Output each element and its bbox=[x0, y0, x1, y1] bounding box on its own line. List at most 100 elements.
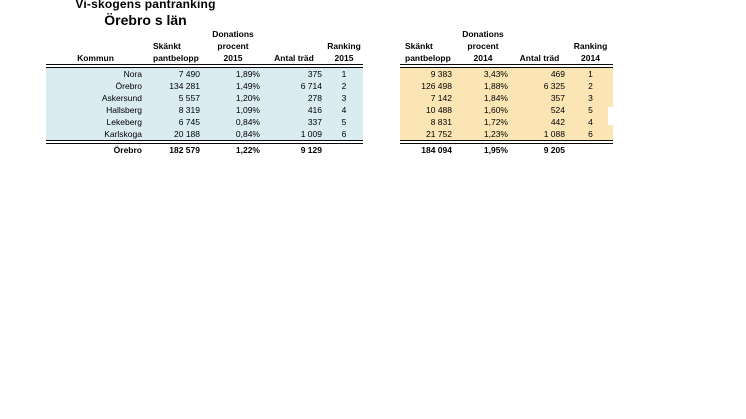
col-header-skankt-pantbelopp: Skänkt pantbelopp bbox=[400, 28, 455, 64]
cell-procent: 1,20% bbox=[235, 93, 260, 103]
table-row: Örebro 134 281 1,49% 6 714 2 bbox=[46, 80, 363, 92]
cell-antal-trad: 6 325 bbox=[543, 81, 565, 91]
col-header-skankt-pantbelopp: Skänkt pantbelopp bbox=[145, 28, 203, 64]
header-line: 2015 bbox=[334, 53, 354, 63]
header-line: 2015 bbox=[223, 53, 243, 63]
cell-pantbelopp: 7 142 bbox=[430, 93, 452, 103]
cell-ranking: 3 bbox=[341, 93, 347, 103]
cell-pantbelopp: 10 488 bbox=[426, 105, 452, 115]
table-row: 21 752 1,23% 1 088 6 bbox=[400, 128, 613, 140]
cell-kommun: Lekeberg bbox=[106, 117, 142, 127]
header-line: Donations bbox=[212, 29, 254, 39]
table-row: 9 383 3,43% 469 1 bbox=[400, 68, 613, 80]
header-line: Skänkt bbox=[153, 41, 181, 51]
col-header-ranking-2015: Ranking 2015 bbox=[325, 28, 363, 64]
page-subtitle: Örebro s län bbox=[104, 12, 187, 28]
cell-antal-trad: 357 bbox=[550, 93, 565, 103]
cell-antal-trad: 469 bbox=[550, 69, 565, 79]
total-antal-trad: 9 205 bbox=[543, 145, 565, 155]
cell-ranking: 3 bbox=[588, 93, 593, 103]
cell-procent: 1,88% bbox=[483, 81, 508, 91]
cell-pantbelopp: 8 319 bbox=[178, 105, 200, 115]
cell-pantbelopp: 126 498 bbox=[421, 81, 452, 91]
cell-ranking: 6 bbox=[588, 129, 593, 139]
cell-antal-trad: 1 088 bbox=[543, 129, 565, 139]
cell-kommun: Nora bbox=[123, 69, 142, 79]
cell-pantbelopp: 134 281 bbox=[169, 81, 200, 91]
col-header-ranking-2014: Ranking 2014 bbox=[568, 28, 613, 64]
total-ranking-empty bbox=[568, 144, 613, 157]
header-line: Ranking bbox=[573, 41, 608, 51]
table-2015-body: Nora 7 490 1,89% 375 1 Örebro 134 281 1,… bbox=[46, 68, 363, 140]
header-line: 2014 bbox=[581, 53, 600, 63]
cell-procent: 1,23% bbox=[483, 129, 508, 139]
double-rule bbox=[400, 64, 613, 68]
header-line: Antal träd bbox=[519, 53, 560, 63]
cell-procent: 1,60% bbox=[483, 105, 508, 115]
cell-pantbelopp: 5 557 bbox=[178, 93, 200, 103]
header-line: pantbelopp bbox=[405, 53, 451, 63]
table-2015: Kommun Skänkt pantbelopp Donations proce… bbox=[46, 28, 363, 157]
cell-procent: 1,72% bbox=[483, 117, 508, 127]
header-line: procent bbox=[217, 41, 249, 51]
header-line: procent bbox=[467, 41, 499, 51]
header-line: Donations bbox=[462, 29, 504, 39]
cell-kommun: Hallsberg bbox=[106, 105, 142, 115]
header-line: pantbelopp bbox=[153, 53, 199, 63]
header-line: Kommun bbox=[77, 53, 114, 63]
cell-antal-trad: 524 bbox=[550, 105, 565, 115]
table-2014-header-row: Skänkt pantbelopp Donations procent 2014… bbox=[400, 28, 613, 64]
total-procent: 1,95% bbox=[483, 145, 508, 155]
table-row: Hallsberg 8 319 1,09% 416 4 bbox=[46, 104, 363, 116]
cell-procent: 3,43% bbox=[483, 69, 508, 79]
cell-ranking: 6 bbox=[341, 129, 347, 139]
cell-pantbelopp: 6 745 bbox=[178, 117, 200, 127]
total-procent: 1,22% bbox=[235, 145, 260, 155]
total-label: Örebro bbox=[113, 145, 142, 155]
white-notch-artifact bbox=[608, 107, 614, 125]
cell-procent: 0,84% bbox=[235, 129, 260, 139]
cell-pantbelopp: 8 831 bbox=[430, 117, 452, 127]
cell-pantbelopp: 20 188 bbox=[174, 129, 200, 139]
cell-ranking: 5 bbox=[341, 117, 347, 127]
table-2015-header-row: Kommun Skänkt pantbelopp Donations proce… bbox=[46, 28, 363, 64]
cell-kommun: Örebro bbox=[115, 81, 142, 91]
header-line: 2014 bbox=[473, 53, 493, 63]
cell-kommun: Askersund bbox=[101, 93, 142, 103]
col-header-donations-procent-2014: Donations procent 2014 bbox=[455, 28, 511, 64]
cell-antal-trad: 6 714 bbox=[300, 81, 322, 91]
cell-antal-trad: 442 bbox=[550, 117, 565, 127]
cell-procent: 1,09% bbox=[235, 105, 260, 115]
total-pantbelopp: 182 579 bbox=[169, 145, 200, 155]
header-line: Antal träd bbox=[274, 53, 314, 63]
cell-procent: 1,84% bbox=[483, 93, 508, 103]
cell-procent: 0,84% bbox=[235, 117, 260, 127]
table-row: 10 488 1,60% 524 5 bbox=[400, 104, 613, 116]
cell-ranking: 5 bbox=[588, 105, 593, 115]
table-row: 8 831 1,72% 442 4 bbox=[400, 116, 613, 128]
cell-antal-trad: 278 bbox=[307, 93, 322, 103]
table-2014-body: 9 383 3,43% 469 1 126 498 1,88% 6 325 2 … bbox=[400, 68, 613, 140]
cell-ranking: 4 bbox=[588, 117, 593, 127]
table-2014: Skänkt pantbelopp Donations procent 2014… bbox=[400, 28, 613, 157]
cell-procent: 1,49% bbox=[235, 81, 260, 91]
double-rule bbox=[400, 140, 613, 144]
cell-ranking: 2 bbox=[588, 81, 593, 91]
table-row: Nora 7 490 1,89% 375 1 bbox=[46, 68, 363, 80]
page-title: Vi-skogens pantranking bbox=[75, 0, 216, 11]
total-antal-trad: 9 129 bbox=[300, 145, 322, 155]
cell-antal-trad: 337 bbox=[307, 117, 322, 127]
table-2014-total-row: 184 094 1,95% 9 205 bbox=[400, 144, 613, 157]
table-row: Lekeberg 6 745 0,84% 337 5 bbox=[46, 116, 363, 128]
cell-antal-trad: 1 009 bbox=[300, 129, 322, 139]
cell-pantbelopp: 21 752 bbox=[426, 129, 452, 139]
col-header-antal-trad: Antal träd bbox=[511, 28, 568, 64]
cell-antal-trad: 375 bbox=[307, 69, 322, 79]
double-rule bbox=[46, 140, 363, 144]
cell-ranking: 4 bbox=[341, 105, 347, 115]
header-line: Ranking bbox=[327, 41, 361, 51]
table-row: Askersund 5 557 1,20% 278 3 bbox=[46, 92, 363, 104]
total-pantbelopp: 184 094 bbox=[421, 145, 452, 155]
table-2015-total-row: Örebro 182 579 1,22% 9 129 bbox=[46, 144, 363, 157]
